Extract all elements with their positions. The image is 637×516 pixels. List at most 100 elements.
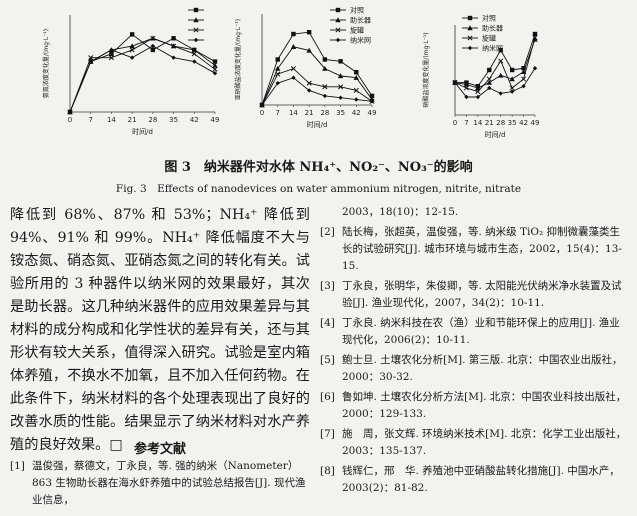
data-point: [464, 94, 469, 100]
data-point: [322, 84, 328, 90]
data-point: [275, 65, 281, 71]
reference-text: 温俊强，蔡德文，丁永良，等. 强的纳米（Nanometer）863 生物助长器在…: [32, 460, 306, 506]
data-point: [509, 67, 515, 73]
data-point: [275, 71, 281, 77]
data-point: [353, 75, 359, 80]
series-line: [69, 33, 216, 113]
x-tick-label: 35: [169, 116, 178, 124]
data-point: [212, 66, 218, 72]
data-point: [150, 47, 156, 53]
data-point: [532, 31, 538, 37]
reference-number: [8]: [320, 465, 335, 477]
reference-text: 钱辉仁，邢 华. 养殖池中亚硝酸盐转化措施[J]. 中国水产，2003(2)：8…: [342, 465, 620, 494]
data-point: [306, 80, 312, 86]
legend-marker: [467, 35, 473, 41]
data-point: [463, 81, 470, 87]
data-point: [354, 97, 359, 102]
references-left: [1] 温俊强，蔡德文，丁永良，等. 强的纳米（Nanometer）863 生物助…: [10, 458, 310, 509]
reference-number: [1]: [10, 460, 25, 472]
reference: [1] 温俊强，蔡德文，丁永良，等. 强的纳米（Nanometer）863 生物助…: [10, 458, 310, 509]
data-point: [67, 109, 73, 115]
x-tick-label: 21: [485, 119, 494, 127]
reference-number: [5]: [320, 354, 335, 366]
references-heading: 参考文献: [133, 442, 186, 457]
data-point: [171, 36, 176, 41]
data-point: [486, 79, 492, 85]
reference: [6] 鲁如坤. 土壤农化分析方法[M]. 北京：中国农业科技出版社，2000：1…: [320, 389, 630, 423]
legend-label: 助长器: [482, 24, 503, 33]
series-line: [69, 45, 216, 113]
x-tick-label: 14: [289, 109, 298, 117]
references-right: 2003，18(10)：12-15. [2] 陆长梅，张超英，温俊强，等. 纳米级 …: [320, 204, 630, 500]
data-point: [306, 47, 312, 53]
reference-text: 鲁如坤. 土壤农化分析方法[M]. 北京：中国农业科技出版社，2000：129-…: [342, 391, 627, 420]
data-point: [532, 35, 538, 41]
data-point: [486, 76, 492, 82]
caption-en: Fig. 3 Effects of nanodevices on water a…: [115, 183, 522, 195]
reference-text: 陆长梅，张超英，温俊强，等. 纳米级 TiO₂ 抑制微囊藻类生长的试验研究[J]…: [342, 226, 622, 272]
x-tick-label: 42: [352, 109, 361, 117]
data-point: [259, 102, 265, 108]
data-point: [171, 43, 177, 49]
legend-label: 旋罐: [350, 26, 364, 35]
legend-marker: [467, 15, 473, 21]
x-axis-label: 时间/d: [307, 120, 328, 129]
x-tick-label: 49: [211, 116, 220, 124]
data-point: [129, 47, 135, 53]
data-point: [369, 93, 375, 99]
x-tick-label: 21: [128, 116, 137, 124]
data-point: [191, 47, 197, 53]
reference: [5] 鲍士旦. 土壤农化分析[M]. 第三版. 北京：中国农业出版社，2000：…: [320, 352, 630, 386]
data-point: [322, 65, 328, 71]
legend-label: 对照: [482, 14, 496, 23]
x-tick-label: 28: [496, 119, 505, 127]
reference-number: [2]: [320, 226, 335, 238]
reference: [7] 施 周，张文辉. 环境纳米技术[M]. 北京：化学工业出版社，2003：1…: [320, 426, 630, 460]
data-point: [521, 84, 526, 89]
data-point: [498, 48, 503, 53]
reference: [8] 钱辉仁，邢 华. 养殖池中亚硝酸盐转化措施[J]. 中国水产，2003(2…: [320, 463, 630, 497]
data-point: [212, 71, 218, 76]
legend-label: 纳米网: [350, 36, 371, 45]
x-tick-label: 7: [275, 109, 279, 117]
data-point: [338, 95, 343, 100]
data-point: [475, 85, 481, 91]
data-point: [150, 35, 156, 41]
series-line: [261, 77, 373, 106]
legend-marker: [193, 27, 199, 33]
reference-number: [3]: [320, 280, 335, 292]
data-point: [338, 59, 343, 64]
x-tick-label: 42: [519, 119, 528, 127]
data-point: [487, 67, 492, 73]
data-point: [509, 89, 515, 94]
data-point: [192, 59, 197, 64]
data-point: [306, 30, 312, 35]
data-point: [532, 66, 538, 71]
legend-marker: [193, 37, 199, 43]
x-tick-label: 7: [464, 119, 468, 127]
data-point: [353, 87, 359, 93]
caption-zh: 图 3 纳米器件对水体 NH₄⁺、NO₂⁻、NO₃⁻的影响: [164, 160, 473, 175]
data-point: [498, 72, 504, 78]
x-tick-label: 42: [190, 116, 199, 124]
legend-marker: [467, 45, 473, 51]
x-tick-label: 7: [88, 116, 92, 124]
data-point: [452, 80, 458, 85]
reference-text: 施 周，张文辉. 环境纳米技术[M]. 北京：化学工业出版社，2003：135-…: [342, 428, 627, 457]
legend-marker: [335, 27, 341, 33]
reference: [2] 陆长梅，张超英，温俊强，等. 纳米级 TiO₂ 抑制微囊藻类生长的试验研究…: [320, 224, 630, 275]
data-point: [354, 70, 359, 75]
data-point: [509, 85, 515, 91]
x-tick-label: 49: [368, 109, 377, 117]
data-point: [521, 76, 527, 82]
data-point: [475, 89, 481, 95]
data-point: [290, 44, 297, 49]
data-point: [290, 66, 296, 72]
legend-marker: [467, 25, 473, 31]
legend-label: 纳米网: [482, 44, 503, 53]
data-point: [369, 99, 375, 104]
legend-label: 旋罐: [482, 34, 496, 43]
data-point: [109, 47, 114, 53]
data-point: [275, 57, 280, 62]
data-point: [337, 73, 344, 79]
